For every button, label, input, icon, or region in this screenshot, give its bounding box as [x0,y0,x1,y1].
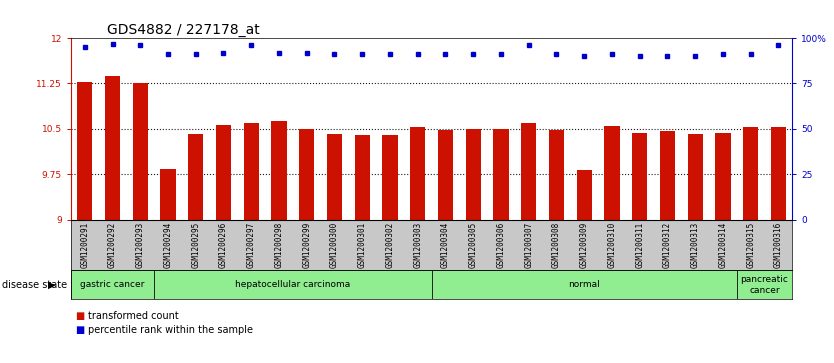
Bar [438,130,453,220]
Text: GSM1200308: GSM1200308 [552,222,561,268]
Bar [521,123,536,220]
Bar [299,130,314,220]
Bar [244,123,259,220]
Bar [216,125,231,220]
Text: GSM1200299: GSM1200299 [302,222,311,268]
Text: GSM1200307: GSM1200307 [525,222,533,268]
Bar [160,169,176,220]
Bar [188,134,203,220]
Text: GSM1200298: GSM1200298 [274,222,284,268]
Text: GSM1200310: GSM1200310 [607,222,616,268]
Text: normal: normal [568,281,600,289]
Text: GSM1200309: GSM1200309 [580,222,589,268]
Text: GSM1200305: GSM1200305 [469,222,478,268]
Bar [71,270,154,299]
Text: pancreatic
cancer: pancreatic cancer [741,275,788,295]
Bar [494,129,509,220]
Bar [743,127,758,220]
Bar [354,135,369,220]
Text: GSM1200316: GSM1200316 [774,222,783,268]
Text: GSM1200301: GSM1200301 [358,222,367,268]
Text: GSM1200297: GSM1200297 [247,222,256,268]
Bar [465,130,481,220]
Bar [77,82,93,220]
Bar [632,133,647,220]
Text: GSM1200293: GSM1200293 [136,222,145,268]
Text: percentile rank within the sample: percentile rank within the sample [88,325,253,335]
Bar [687,134,703,220]
Text: ■: ■ [75,311,84,321]
Text: gastric cancer: gastric cancer [80,281,144,289]
Text: GSM1200300: GSM1200300 [330,222,339,268]
Text: GSM1200314: GSM1200314 [718,222,727,268]
Text: GSM1200311: GSM1200311 [636,222,644,268]
Text: GSM1200313: GSM1200313 [691,222,700,268]
Text: GSM1200312: GSM1200312 [663,222,672,268]
Bar [410,127,425,220]
Text: transformed count: transformed count [88,311,178,321]
Text: GSM1200306: GSM1200306 [496,222,505,268]
Text: GSM1200295: GSM1200295 [191,222,200,268]
Text: GDS4882 / 227178_at: GDS4882 / 227178_at [107,23,259,37]
Text: GSM1200315: GSM1200315 [746,222,755,268]
Text: GSM1200296: GSM1200296 [219,222,228,268]
Text: GSM1200292: GSM1200292 [108,222,117,268]
Text: ▶: ▶ [48,280,56,290]
Text: GSM1200302: GSM1200302 [385,222,394,268]
Text: GSM1200303: GSM1200303 [413,222,422,268]
Bar [605,126,620,220]
Text: GSM1200291: GSM1200291 [80,222,89,268]
Text: GSM1200304: GSM1200304 [441,222,450,268]
Bar [327,134,342,220]
Text: disease state: disease state [2,280,67,290]
Bar [133,83,148,220]
Bar [716,133,731,220]
Bar [736,270,792,299]
Bar [771,127,786,220]
Bar [105,76,120,220]
Bar [549,130,564,220]
Text: hepatocellular carcinoma: hepatocellular carcinoma [235,281,350,289]
Bar [660,131,675,220]
Bar [271,121,287,220]
Bar [432,270,736,299]
Bar [154,270,432,299]
Text: GSM1200294: GSM1200294 [163,222,173,268]
Text: ■: ■ [75,325,84,335]
Bar [576,170,592,220]
Bar [382,135,398,220]
